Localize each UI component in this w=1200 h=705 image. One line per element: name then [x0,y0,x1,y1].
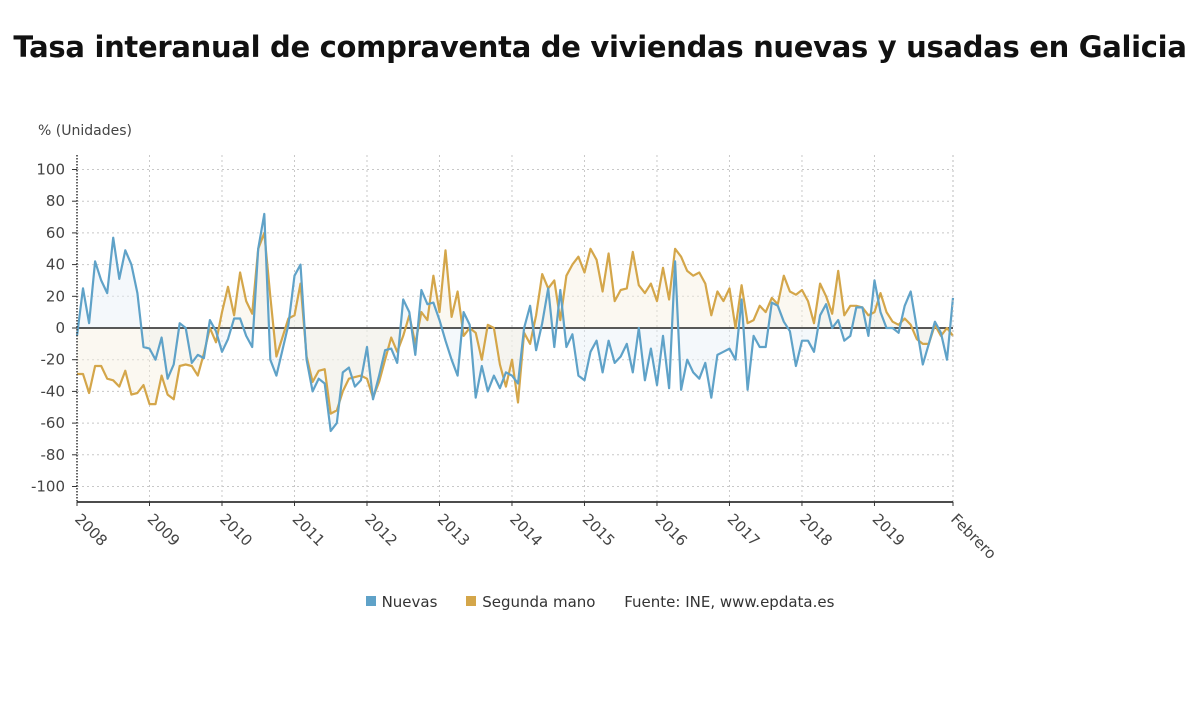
x-tick-label: 2008 [71,510,111,550]
x-tick-label: 2014 [506,510,546,550]
grid-lines [77,155,954,502]
x-tick-label: 2011 [289,510,329,550]
y-tick-label: -40 [41,382,66,400]
y-tick-label: -80 [41,446,66,464]
chart-title: Tasa interanual de compraventa de vivien… [13,30,1187,64]
legend-label-nuevas: Nuevas [381,592,438,611]
y-tick-label: -20 [41,351,66,369]
x-tick-labels: 2008 2009 2010 2011 2012 2013 2014 2015 2016 2017… [71,510,1000,563]
y-tick-label: 80 [46,192,65,210]
y-tick-label: -60 [41,414,66,432]
x-tick-label: 2015 [579,510,619,550]
series-lines [75,212,955,433]
y-tick-label: -100 [31,478,65,496]
legend-item-segunda-mano[interactable]: Segunda mano [466,593,595,611]
y-tick-label: 40 [46,256,65,274]
x-tick-label: 2012 [361,510,401,550]
source-note: Fuente: INE, www.epdata.es [624,592,835,611]
series-areas [77,213,953,431]
y-tick-label: 100 [36,161,65,179]
y-tick-label: 20 [46,287,65,305]
y-tick-label: 0 [55,319,65,337]
legend: Nuevas Segunda mano Fuente: INE, www.epd… [0,592,1200,611]
x-tick-label: Febrero [947,510,1000,563]
y-axis-unit-label: % (Unidades) [38,123,132,139]
x-tick-label: 2010 [216,510,256,550]
x-tick-label: 2009 [144,510,184,550]
x-tick-label: 2013 [434,510,474,550]
area-nuevas [77,213,953,431]
x-tick-label: 2019 [869,510,909,550]
legend-swatch-segunda-mano [466,596,477,606]
legend-item-nuevas[interactable]: Nuevas [365,592,438,611]
series-line-nuevas [75,212,955,433]
x-tick-label: 2018 [796,510,836,550]
x-tick-label: 2016 [651,510,691,550]
legend-label-segunda-mano: Segunda mano [482,592,596,611]
y-tick-labels: 100 80 60 40 20 0 -20 -40 -60 -80 -100 [31,161,65,496]
legend-swatch-nuevas [365,596,376,606]
x-tick-label: 2017 [724,510,764,550]
axes [72,155,954,506]
y-tick-label: 60 [46,224,65,242]
